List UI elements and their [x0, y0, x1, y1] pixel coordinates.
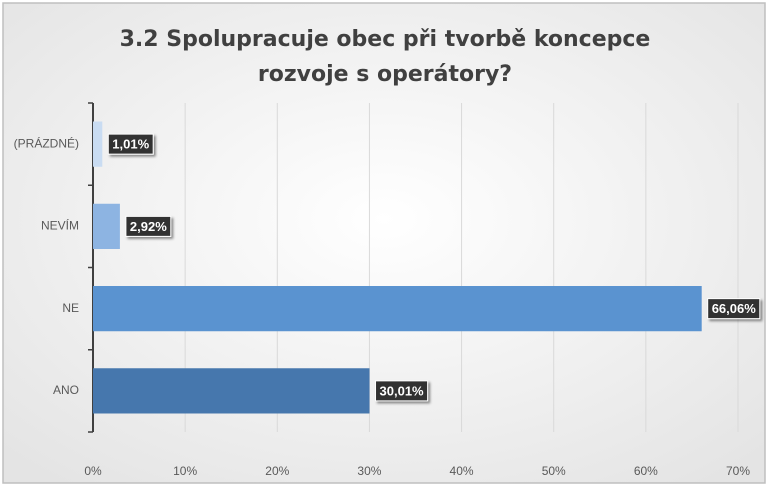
data-label: 30,01% [380, 383, 425, 398]
chart-title: 3.2 Spolupracuje obec při tvorbě koncepc… [119, 27, 651, 87]
y-tick-label: NEVÍM [41, 218, 79, 233]
x-tick-label: 30% [357, 464, 381, 478]
data-label: 66,06% [712, 301, 757, 316]
y-tick-label: ANO [53, 383, 79, 397]
data-label: 1,01% [112, 137, 149, 152]
x-tick-label: 40% [450, 464, 474, 478]
data-label-box [107, 133, 154, 155]
x-tick-label: 60% [634, 464, 658, 478]
y-tick-label: NE [62, 301, 79, 315]
x-tick-label: 0% [84, 464, 102, 478]
bar [93, 368, 370, 414]
x-tick-label: 70% [726, 464, 750, 478]
x-tick-label: 20% [265, 464, 289, 478]
data-label-box [125, 215, 172, 237]
bar [93, 203, 120, 249]
data-label-box [375, 380, 429, 402]
bar [93, 286, 702, 332]
bar [93, 121, 103, 167]
data-label: 2,92% [130, 219, 167, 234]
x-tick-label: 50% [542, 464, 566, 478]
y-tick-label: (PRÁZDNÉ) [14, 135, 79, 150]
x-tick-label: 10% [173, 464, 197, 478]
data-label-box [707, 298, 761, 320]
